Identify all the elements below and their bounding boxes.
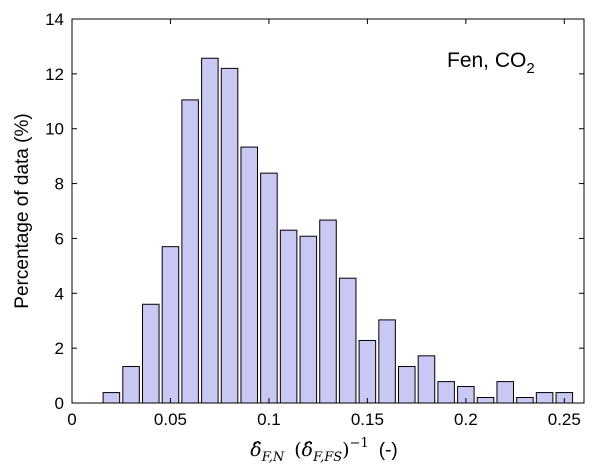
y-tick-label: 6	[55, 229, 64, 248]
y-tick-label: 10	[45, 120, 64, 139]
chart-annotation: Fen, CO2	[447, 49, 535, 77]
x-label-lhs: δ̂	[250, 439, 261, 461]
y-tick-label: 0	[55, 394, 64, 413]
x-tick-label: 0.05	[154, 410, 187, 429]
histogram-bar	[161, 246, 180, 404]
x-tick-label: 0.25	[548, 410, 581, 429]
histogram-bar	[122, 366, 140, 404]
histogram-bar	[516, 397, 534, 404]
histogram-bar	[299, 235, 318, 404]
histogram-bar	[102, 392, 121, 404]
histogram-bar	[398, 366, 416, 404]
y-tick-label: 14	[45, 10, 64, 29]
x-label-exp: −1	[350, 436, 369, 451]
histogram-bar	[417, 355, 436, 404]
x-label-rhs: δ̂	[302, 439, 313, 461]
histogram-bar	[496, 381, 514, 404]
x-tick-label: 0.15	[351, 410, 384, 429]
x-label-open: (	[294, 439, 301, 461]
histogram-bar	[260, 172, 278, 404]
plot-frame	[71, 18, 585, 404]
x-tick-label: 0.2	[454, 410, 478, 429]
histogram-bar	[476, 397, 495, 404]
x-tick-label: 0	[67, 410, 76, 429]
y-tick-label: 2	[55, 339, 64, 358]
histogram-bar	[279, 229, 298, 404]
x-axis-ticks: 0 0.05 0.1 0.15 0.2 0.25	[67, 19, 581, 429]
x-label-rhs-sub: F,FS	[312, 450, 342, 465]
x-label-close: )	[342, 439, 349, 461]
histogram-bar	[338, 277, 357, 404]
x-label-lhs-sub: F,N	[261, 450, 285, 465]
histogram-bar	[358, 339, 377, 404]
histogram-bar	[181, 99, 199, 404]
histogram-bar	[220, 67, 239, 404]
histogram-bar	[378, 319, 396, 404]
y-axis-ticks: 0 2 4 6 8 10 12 14	[45, 10, 584, 413]
y-tick-label: 8	[55, 175, 64, 194]
y-axis-label: Percentage of data (%)	[12, 113, 33, 308]
histogram-bar	[437, 381, 455, 404]
histogram-bar	[201, 57, 219, 404]
histogram-bar	[319, 219, 337, 404]
x-axis-label: δ̂F,N (δ̂F,FS)−1 (-)	[250, 436, 397, 465]
bars-group	[102, 57, 574, 404]
annotation-text: Fen, CO	[447, 49, 526, 72]
histogram-bar	[535, 392, 554, 404]
histogram-bar	[240, 146, 259, 404]
y-tick-label: 12	[45, 65, 64, 84]
y-tick-label: 4	[55, 284, 64, 303]
annotation-subscript: 2	[526, 60, 534, 77]
histogram-bar	[142, 303, 160, 404]
x-tick-label: 0.1	[257, 410, 281, 429]
x-label-unit: (-)	[379, 440, 398, 461]
